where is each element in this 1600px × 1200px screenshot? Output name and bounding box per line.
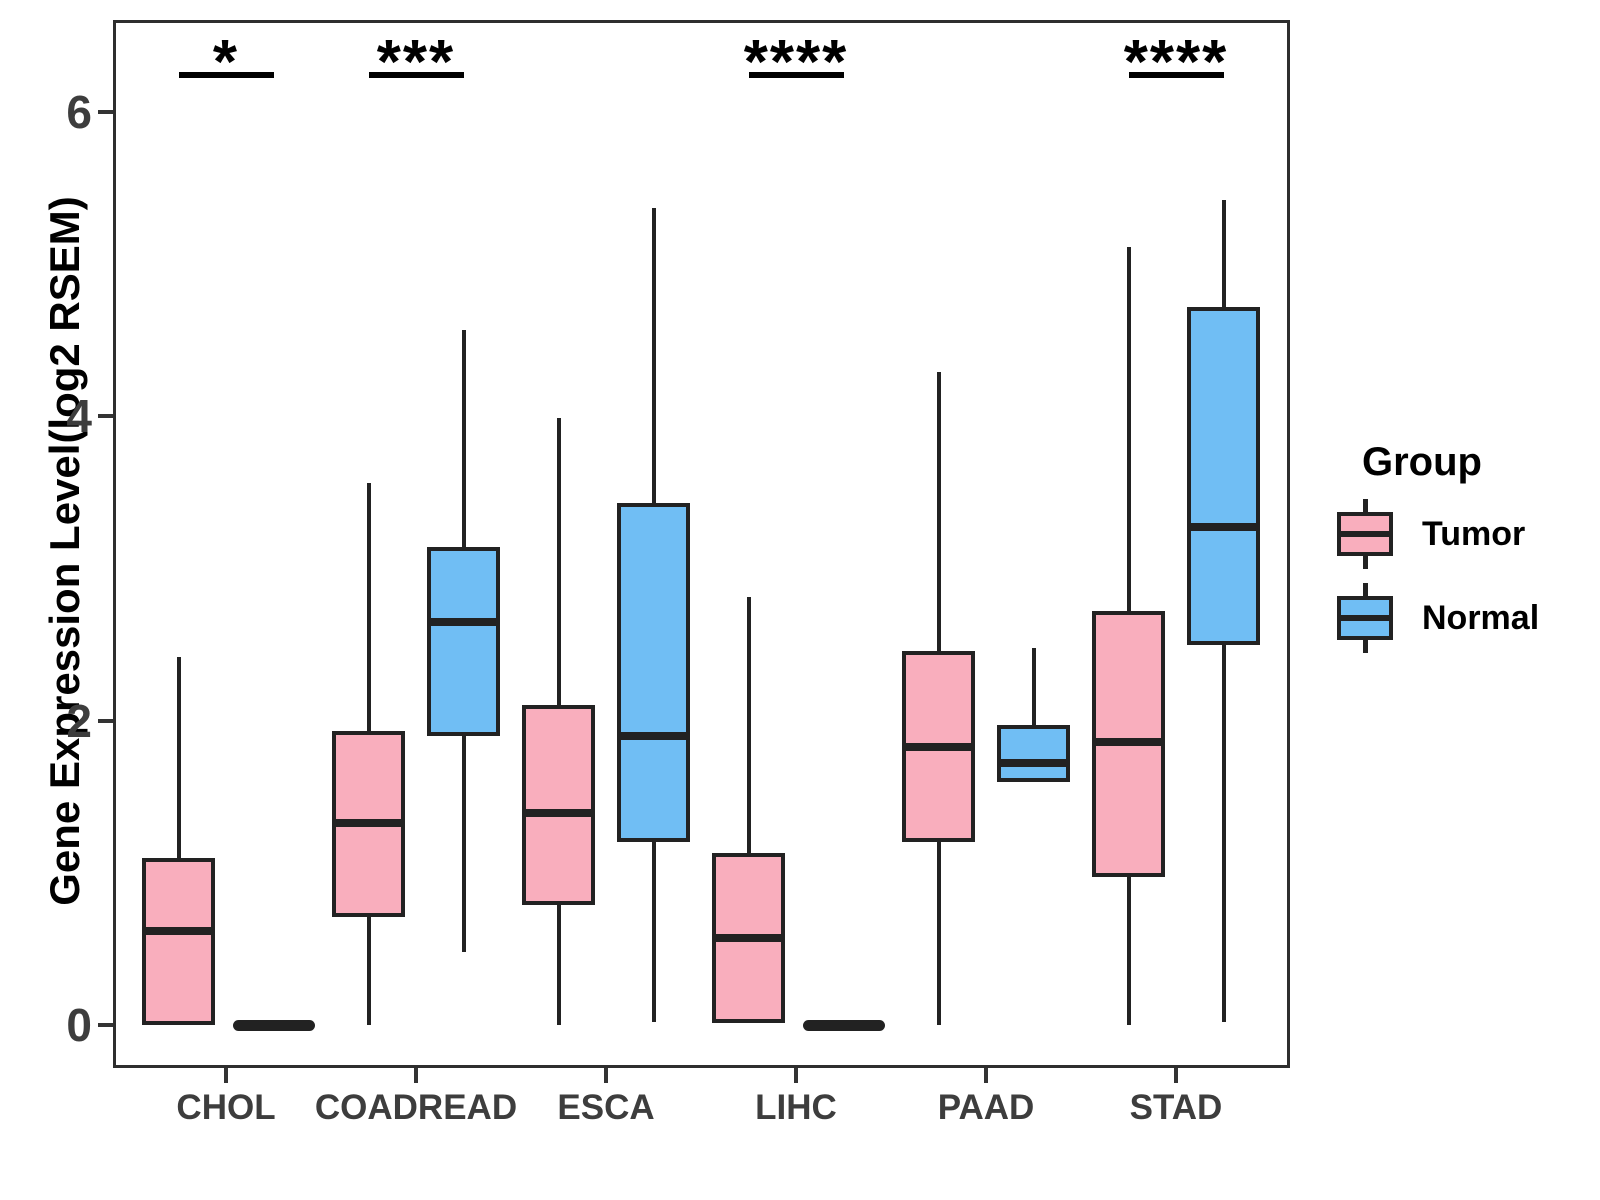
significance-stars-chol: *	[212, 28, 240, 97]
legend-entry-normal: Normal	[1330, 583, 1590, 653]
boxplot-stad-tumor-median	[1096, 737, 1161, 746]
x-tick-mark	[794, 1068, 798, 1083]
boxplot-chol-normal-flat-median	[232, 1019, 315, 1031]
y-tick-mark	[98, 109, 113, 114]
tumor-boxplot-key-icon	[1330, 499, 1400, 569]
legend-title: Group	[1362, 440, 1482, 484]
boxplot-chol-tumor-box	[142, 857, 215, 1025]
x-tick-label: PAAD	[937, 1088, 1035, 1127]
boxplot-paad-normal-box	[997, 725, 1070, 782]
y-tick-label: 6	[66, 85, 92, 138]
x-tick-label: CHOL	[176, 1088, 276, 1127]
legend-entry-tumor: Tumor	[1330, 499, 1590, 569]
boxplot-paad-tumor-median	[906, 742, 971, 751]
boxplot-chol-tumor-upper-whisker	[176, 656, 181, 858]
boxplot-stad-normal-lower-whisker	[1221, 644, 1226, 1022]
x-tick-label: COADREAD	[314, 1088, 518, 1127]
boxplot-coadread-normal-box	[427, 547, 500, 736]
x-tick-mark	[604, 1068, 608, 1083]
boxplot-coadread-tumor-median	[336, 818, 401, 827]
significance-stars-lihc: ****	[743, 28, 849, 97]
boxplot-stad-tumor-upper-whisker	[1126, 247, 1131, 612]
x-tick-mark	[1174, 1068, 1178, 1083]
significance-stars-coadread: ***	[376, 28, 456, 97]
x-tick-mark	[224, 1068, 228, 1083]
x-tick-mark	[414, 1068, 418, 1083]
boxplot-lihc-tumor-median	[716, 934, 781, 943]
y-tick-mark	[98, 414, 113, 419]
boxplot-stad-normal-median	[1191, 523, 1256, 532]
significance-bar-lihc	[748, 72, 844, 78]
significance-stars-stad: ****	[1123, 28, 1229, 97]
boxplot-paad-tumor-lower-whisker	[936, 842, 941, 1025]
plot-panel	[113, 20, 1290, 1068]
legend-label-tumor: Tumor	[1422, 515, 1526, 553]
boxplot-coadread-tumor-upper-whisker	[366, 483, 371, 732]
x-tick-label: ESCA	[557, 1088, 655, 1127]
boxplot-esca-normal-median	[621, 731, 686, 740]
boxplot-esca-tumor-median	[526, 809, 591, 818]
legend: Group Tumor Normal	[1330, 440, 1590, 653]
boxplot-coadread-normal-median	[431, 617, 496, 626]
boxplot-paad-normal-median	[1001, 759, 1066, 768]
y-tick-mark	[98, 1023, 113, 1027]
y-tick-label: 0	[66, 999, 92, 1051]
boxplot-esca-tumor-lower-whisker	[556, 904, 561, 1025]
boxplot-stad-tumor-lower-whisker	[1126, 877, 1131, 1025]
boxplot-coadread-tumor-lower-whisker	[366, 916, 371, 1025]
significance-bar-chol	[178, 72, 274, 78]
boxplot-esca-normal-lower-whisker	[651, 842, 656, 1022]
boxplot-esca-normal-box	[617, 503, 690, 843]
boxplot-esca-tumor-upper-whisker	[556, 417, 561, 706]
x-tick-label: STAD	[1129, 1088, 1223, 1127]
legend-label-normal: Normal	[1422, 599, 1540, 637]
y-tick-mark	[98, 718, 113, 723]
significance-bar-stad	[1128, 72, 1224, 78]
boxplot-coadread-normal-lower-whisker	[461, 735, 466, 952]
boxplot-lihc-normal-flat-median	[802, 1019, 885, 1031]
boxplot-paad-tumor-upper-whisker	[936, 372, 941, 651]
significance-bar-coadread	[368, 72, 464, 78]
y-tick-label: 4	[66, 390, 92, 443]
boxplot-lihc-tumor-upper-whisker	[746, 597, 751, 854]
normal-boxplot-key-icon	[1330, 583, 1400, 653]
boxplot-paad-normal-upper-whisker	[1031, 647, 1036, 726]
x-tick-label: LIHC	[755, 1088, 837, 1127]
y-tick-label: 2	[66, 694, 92, 747]
boxplot-coadread-normal-upper-whisker	[461, 329, 466, 548]
boxplot-stad-normal-upper-whisker	[1221, 200, 1226, 307]
boxplot-esca-normal-upper-whisker	[651, 207, 656, 504]
boxplot-esca-tumor-box	[522, 705, 595, 905]
boxplot-stad-normal-box	[1187, 306, 1260, 645]
x-tick-mark	[984, 1068, 988, 1083]
boxplot-chol-tumor-median	[146, 926, 211, 935]
